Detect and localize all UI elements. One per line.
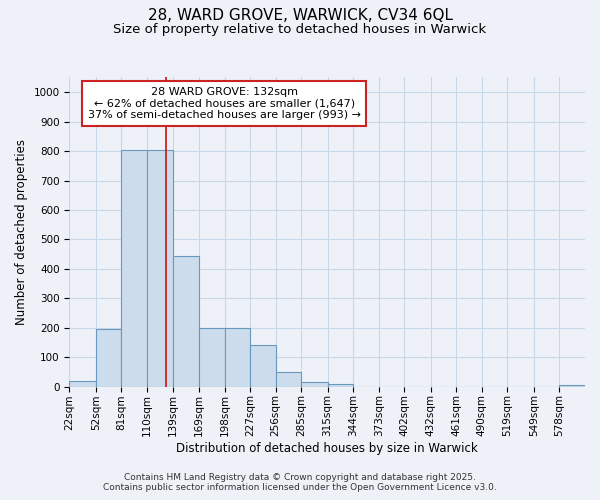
Y-axis label: Number of detached properties: Number of detached properties [15,139,28,325]
Bar [199,328,224,386]
Bar [147,150,173,386]
Bar [224,328,250,386]
Bar [328,384,353,386]
Bar [96,330,121,386]
Bar [250,346,275,387]
Text: Contains HM Land Registry data © Crown copyright and database right 2025.
Contai: Contains HM Land Registry data © Crown c… [103,473,497,492]
X-axis label: Distribution of detached houses by size in Warwick: Distribution of detached houses by size … [176,442,478,455]
Text: 28 WARD GROVE: 132sqm
← 62% of detached houses are smaller (1,647)
37% of semi-d: 28 WARD GROVE: 132sqm ← 62% of detached … [88,87,361,120]
Bar [70,381,96,386]
Bar [301,382,328,386]
Text: 28, WARD GROVE, WARWICK, CV34 6QL: 28, WARD GROVE, WARWICK, CV34 6QL [148,8,452,22]
Bar [275,372,301,386]
Bar [121,150,147,386]
Text: Size of property relative to detached houses in Warwick: Size of property relative to detached ho… [113,22,487,36]
Bar [559,385,585,386]
Bar [173,256,199,386]
